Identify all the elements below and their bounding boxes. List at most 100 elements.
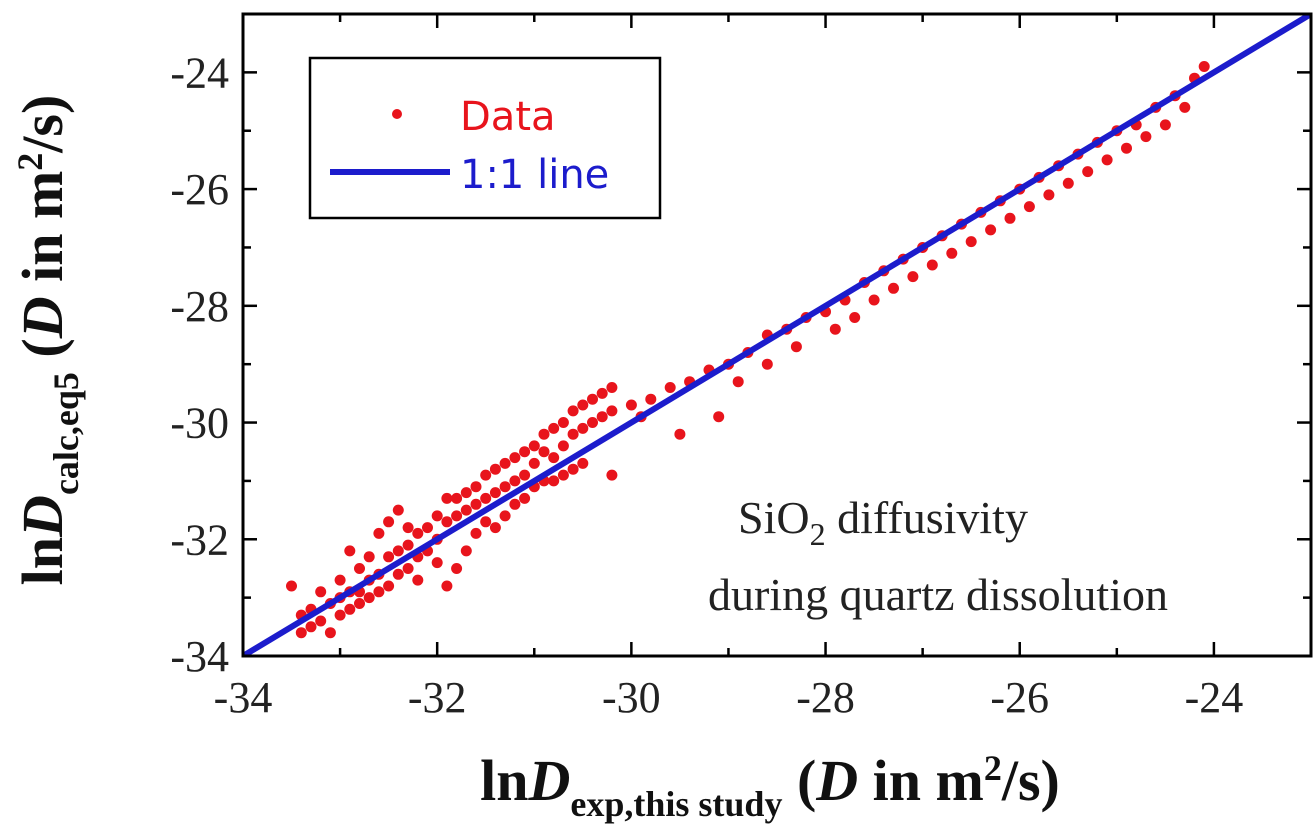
data-point	[509, 475, 521, 487]
data-point	[480, 516, 492, 528]
data-point	[509, 452, 521, 464]
data-point	[354, 598, 365, 609]
data-point	[577, 457, 589, 469]
data-point	[334, 574, 346, 586]
legend-box	[308, 56, 662, 220]
data-point	[868, 294, 880, 306]
data-point	[324, 627, 336, 639]
data-point	[713, 411, 725, 423]
data-point	[790, 341, 802, 353]
x-axis-label: lnDexp,this study (D in m2/s)	[480, 748, 1060, 824]
y-tick-label: -32	[170, 515, 229, 564]
data-point	[1082, 166, 1094, 178]
data-point	[373, 586, 385, 598]
data-point	[363, 551, 375, 563]
data-point	[392, 568, 404, 580]
data-point	[548, 475, 560, 487]
data-point	[499, 457, 511, 469]
y-tick-label: -26	[170, 165, 229, 214]
data-point	[315, 615, 327, 627]
data-point	[460, 504, 472, 516]
data-point	[383, 580, 395, 592]
data-point	[402, 522, 414, 534]
data-point	[480, 492, 492, 504]
data-point	[373, 527, 385, 539]
data-point	[674, 428, 686, 440]
data-point	[548, 422, 560, 434]
data-point	[625, 399, 637, 411]
data-point	[344, 545, 356, 557]
data-point	[528, 457, 540, 469]
data-point	[412, 574, 424, 586]
data-point	[480, 469, 492, 481]
data-point	[587, 417, 598, 428]
data-point	[344, 603, 356, 615]
data-point	[645, 393, 657, 405]
data-point	[557, 417, 569, 428]
data-point	[907, 271, 919, 283]
data-point	[315, 586, 327, 598]
data-point	[888, 282, 899, 294]
data-point	[334, 609, 346, 621]
x-tick-label: -30	[602, 673, 661, 722]
data-point	[985, 224, 997, 236]
data-point	[441, 580, 453, 592]
data-point	[451, 492, 463, 504]
x-tick-label: -34	[214, 673, 273, 722]
data-point	[460, 487, 472, 499]
data-point	[392, 504, 404, 516]
data-point	[1198, 61, 1210, 72]
data-point	[548, 452, 560, 464]
data-point	[1023, 201, 1035, 213]
annotation-line-2: during quartz dissolution	[708, 569, 1168, 620]
data-point	[946, 247, 958, 259]
annotation: SiO2 diffusivity during quartz dissoluti…	[708, 492, 1168, 620]
y-axis-label: lnDcalc,eq5 (D in m2/s)	[10, 95, 86, 586]
data-point	[829, 323, 841, 335]
data-point	[965, 236, 977, 248]
data-point	[606, 405, 618, 417]
data-point	[1043, 189, 1055, 201]
y-tick-label: -28	[170, 282, 229, 331]
data-point	[1004, 212, 1016, 224]
data-point	[1159, 119, 1171, 131]
data-point	[363, 592, 375, 604]
legend-label-data: Data	[460, 94, 556, 140]
data-point	[460, 545, 472, 557]
plot-area	[243, 14, 1311, 656]
annotation-line-1: SiO2 diffusivity	[738, 492, 1028, 552]
y-tick-label: -30	[170, 399, 229, 448]
data-point	[519, 446, 531, 458]
data-point	[383, 516, 395, 528]
data-point	[519, 492, 531, 504]
data-point	[596, 411, 608, 423]
data-point	[451, 510, 463, 522]
data-point	[431, 557, 443, 569]
data-point	[577, 422, 589, 434]
y-tick-label: -34	[170, 632, 229, 681]
data-point	[499, 510, 511, 522]
data-point	[606, 469, 618, 481]
data-point	[1121, 142, 1132, 154]
data-point	[383, 551, 395, 563]
data-point	[596, 387, 608, 399]
data-point	[402, 563, 414, 574]
data-point	[305, 621, 317, 633]
data-point	[557, 469, 569, 481]
plot-content	[243, 14, 1311, 656]
legend: Data 1:1 line	[308, 56, 662, 220]
data-point	[489, 463, 501, 475]
plot-frame	[241, 12, 1313, 658]
data-point	[422, 522, 433, 534]
data-point	[567, 428, 579, 440]
one-to-one-line	[243, 14, 1311, 656]
data-point	[1140, 131, 1152, 143]
data-point	[470, 498, 482, 510]
data-point	[509, 498, 521, 510]
data-point	[431, 510, 443, 522]
data-point	[499, 481, 511, 493]
data-point	[567, 463, 579, 475]
data-point	[849, 312, 861, 323]
data-point	[451, 563, 463, 574]
